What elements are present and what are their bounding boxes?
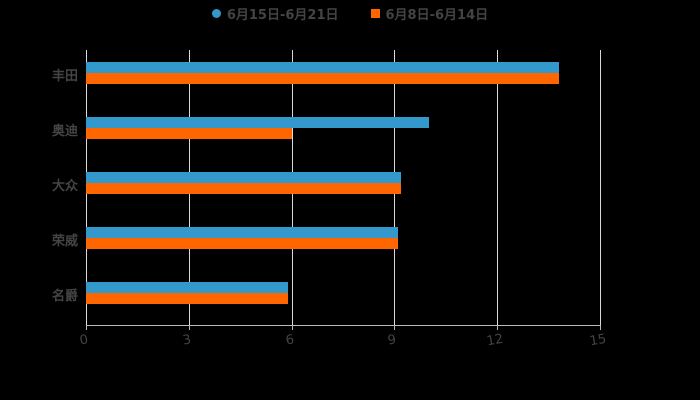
axis-tick — [497, 325, 499, 330]
legend-item-week1[interactable]: 6月8日-6月14日 — [370, 4, 489, 23]
x-tick-label: 12 — [485, 331, 505, 350]
y-category-label: 丰田 — [51, 68, 78, 84]
bar[interactable] — [86, 237, 398, 249]
legend-label: 6月15日-6月21日 — [226, 8, 339, 23]
y-category-label: 名爵 — [51, 288, 78, 304]
bar[interactable] — [86, 127, 292, 139]
legend-label: 6月8日-6月14日 — [385, 8, 489, 23]
bar[interactable] — [86, 116, 429, 128]
bar[interactable] — [86, 72, 559, 84]
legend-circle-icon — [211, 9, 221, 18]
chart-legend: 6月15日-6月21日 6月8日-6月14日 — [0, 4, 700, 23]
axis-tick — [394, 325, 396, 330]
gridline — [497, 50, 499, 325]
y-category-label: 荣威 — [51, 233, 78, 249]
x-tick-label: 3 — [181, 332, 193, 349]
bar[interactable] — [86, 281, 289, 293]
bar[interactable] — [86, 171, 402, 183]
x-tick-label: 0 — [78, 332, 90, 349]
axis-tick — [86, 325, 87, 330]
bar[interactable] — [86, 226, 398, 238]
axis-tick — [291, 325, 293, 330]
bar[interactable] — [86, 182, 402, 194]
plot-area — [86, 50, 601, 330]
x-tick-label: 9 — [387, 332, 398, 349]
x-tick-label: 15 — [588, 331, 608, 350]
x-tick-label: 6 — [284, 332, 295, 349]
legend-square-icon — [370, 9, 380, 18]
y-category-label: 奥迪 — [51, 123, 78, 139]
y-category-label: 大众 — [51, 178, 78, 194]
x-axis — [86, 325, 600, 326]
gridline — [600, 50, 601, 325]
axis-tick — [600, 325, 601, 330]
axis-tick — [188, 325, 190, 330]
legend-item-week2[interactable]: 6月15日-6月21日 — [211, 4, 339, 23]
bar[interactable] — [86, 61, 559, 73]
bar[interactable] — [86, 292, 289, 304]
